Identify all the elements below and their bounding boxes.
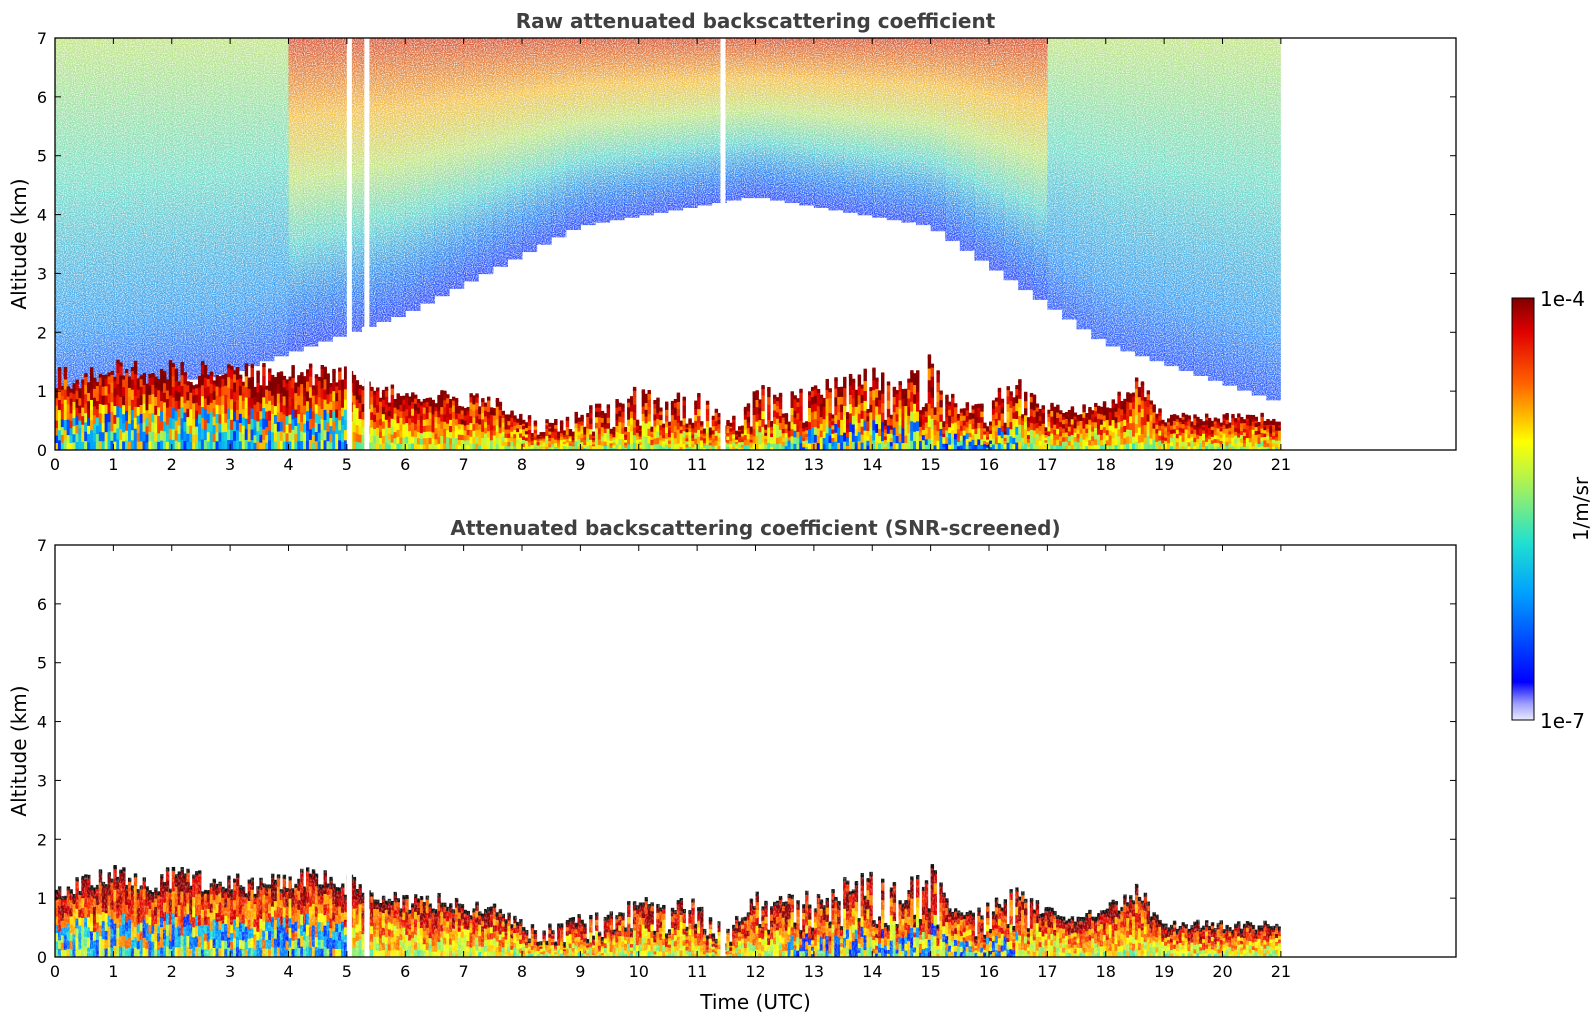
x-tick-label: 15 [920,455,940,474]
x-axis: 0 1 2 3 4 5 6 7 8 9 10 11 12 13 14 15 16 17 18 19 20 21 [50,38,1291,474]
x-axis: 0 1 2 3 4 5 6 7 8 9 10 11 12 13 14 15 16 17 18 19 20 21 [50,545,1291,981]
panel-title: Raw attenuated backscattering coefficien… [516,9,996,33]
boundary-layer [55,354,1282,450]
data-gap [364,38,370,450]
x-tick-label: 14 [862,455,882,474]
y-tick-label: 3 [37,264,47,283]
y-tick-label: 6 [37,595,47,614]
data-gap [346,545,352,957]
x-tick-label: 7 [459,455,469,474]
y-tick-label: 0 [37,441,47,460]
data-gap [720,545,726,957]
x-tick-label: 9 [575,455,585,474]
colorbar-min-label: 1e-7 [1540,709,1585,733]
y-tick-label: 3 [37,771,47,790]
x-tick-label: 15 [920,962,940,981]
y-axis-label: Altitude (km) [7,685,31,816]
x-tick-label: 12 [745,455,765,474]
y-tick-label: 6 [37,88,47,107]
x-tick-label: 18 [1096,962,1116,981]
x-tick-label: 4 [283,962,293,981]
y-tick-label: 0 [37,948,47,967]
y-tick-label: 2 [37,830,47,849]
x-tick-label: 17 [1037,962,1057,981]
x-tick-label: 2 [167,962,177,981]
x-tick-label: 11 [687,962,707,981]
x-tick-label: 21 [1271,455,1291,474]
x-tick-label: 13 [804,962,824,981]
x-tick-label: 6 [400,455,410,474]
data-gap [364,545,370,957]
x-tick-label: 8 [517,962,527,981]
x-tick-label: 6 [400,962,410,981]
x-tick-label: 3 [225,962,235,981]
x-tick-label: 13 [804,455,824,474]
x-tick-label: 7 [459,962,469,981]
snr-screened-panel: Attenuated backscattering coefficient (S… [7,516,1457,1014]
x-tick-label: 19 [1154,455,1174,474]
x-tick-label: 9 [575,962,585,981]
x-tick-label: 20 [1212,455,1232,474]
x-tick-label: 0 [50,455,60,474]
y-tick-label: 4 [37,713,47,732]
y-tick-label: 2 [37,323,47,342]
x-tick-label: 17 [1037,455,1057,474]
x-tick-label: 2 [167,455,177,474]
y-tick-label: 1 [37,382,47,401]
x-tick-label: 3 [225,455,235,474]
raw-backscatter-panel: Raw attenuated backscattering coefficien… [7,9,1457,474]
y-axis: 0 1 2 3 4 5 6 7 [37,536,1456,967]
x-tick-label: 8 [517,455,527,474]
y-tick-label: 5 [37,147,47,166]
x-tick-label: 5 [342,962,352,981]
x-tick-label: 10 [629,455,649,474]
data-gap [346,38,352,450]
x-tick-label: 1 [108,455,118,474]
x-tick-label: 16 [979,962,999,981]
x-tick-label: 10 [629,962,649,981]
x-tick-label: 0 [50,962,60,981]
y-tick-label: 1 [37,889,47,908]
x-tick-label: 20 [1212,962,1232,981]
x-tick-label: 12 [745,962,765,981]
y-tick-label: 4 [37,206,47,225]
colorbar-max-label: 1e-4 [1540,287,1585,311]
y-axis: 0 1 2 3 4 5 6 7 [37,29,1456,460]
colorbar-gradient [1511,297,1535,721]
x-tick-label: 5 [342,455,352,474]
x-tick-label: 21 [1271,962,1291,981]
x-tick-label: 18 [1096,455,1116,474]
x-tick-label: 19 [1154,962,1174,981]
x-tick-label: 14 [862,962,882,981]
x-axis-label: Time (UTC) [699,990,811,1014]
data-gap [720,38,726,450]
y-tick-label: 5 [37,654,47,673]
colorbar: 1e-4 1e-7 1/m/sr [1511,287,1593,733]
y-tick-label: 7 [37,29,47,48]
x-tick-label: 4 [283,455,293,474]
y-tick-label: 7 [37,536,47,555]
x-tick-label: 1 [108,962,118,981]
panel-title: Attenuated backscattering coefficient (S… [450,516,1060,540]
x-tick-label: 16 [979,455,999,474]
x-tick-label: 11 [687,455,707,474]
colorbar-unit-label: 1/m/sr [1569,476,1593,541]
y-axis-label: Altitude (km) [7,178,31,309]
